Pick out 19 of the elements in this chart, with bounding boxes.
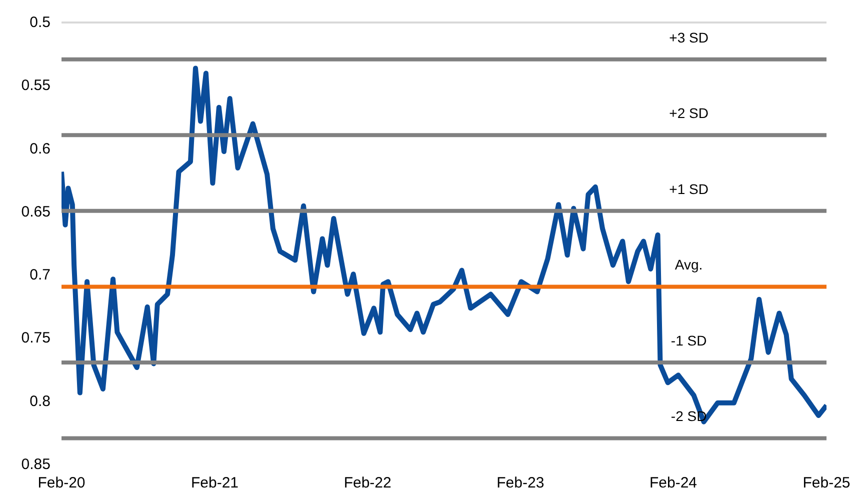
y-tick-label: 0.5 (30, 14, 51, 31)
y-tick-label: 0.7 (30, 266, 51, 284)
y-tick-label: 0.75 (21, 330, 51, 347)
x-tick-label: Feb-24 (649, 474, 698, 492)
ref-line-label: Avg. (674, 256, 703, 273)
y-tick-label: 0.55 (21, 77, 51, 94)
ref-line-label: +1 SD (669, 180, 708, 197)
y-tick-label: 0.8 (30, 392, 51, 410)
y-tick-label: 0.6 (30, 140, 51, 158)
x-tick-label: Feb-21 (190, 474, 239, 492)
ref-line-label: +2 SD (669, 105, 708, 122)
y-tick-label: 0.65 (21, 203, 51, 220)
x-tick-label: Feb-25 (802, 474, 850, 492)
x-tick-label: Feb-22 (344, 474, 392, 492)
ref-line-label: -1 SD (670, 332, 707, 348)
x-tick-label: Feb-20 (38, 474, 86, 492)
x-tick-label: Feb-23 (496, 474, 544, 492)
y-tick-label: 0.85 (21, 456, 51, 473)
ref-line-label: +3 SD (669, 29, 708, 46)
